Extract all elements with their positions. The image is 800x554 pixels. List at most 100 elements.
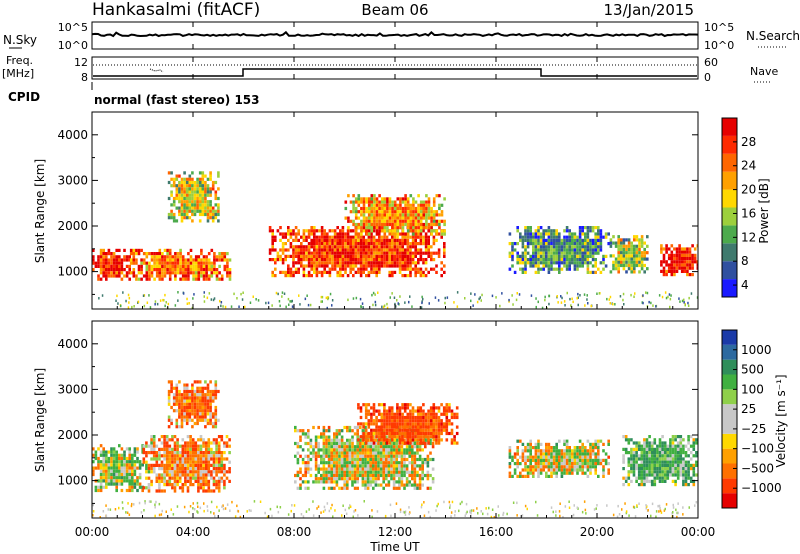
power-near-range-speck bbox=[391, 292, 393, 295]
velocity-cell-3 bbox=[398, 470, 401, 474]
power-cell-2 bbox=[178, 174, 181, 178]
power-cell-4 bbox=[360, 213, 363, 217]
power-near-range-speck bbox=[374, 300, 377, 304]
power-cell-5 bbox=[589, 251, 592, 255]
velocity-cell-1 bbox=[199, 476, 203, 480]
velocity-cell-1 bbox=[176, 451, 179, 455]
velocity-cell-4 bbox=[414, 425, 417, 429]
power-cell-2 bbox=[204, 200, 207, 204]
power-cell-5 bbox=[547, 238, 551, 242]
power-cell-3 bbox=[326, 258, 329, 262]
power-near-range-speck bbox=[278, 300, 281, 303]
power-cell-0 bbox=[112, 271, 116, 275]
velocity-cell-3 bbox=[335, 464, 339, 468]
power-cell-2 bbox=[204, 190, 207, 194]
velocity-cell-3 bbox=[333, 470, 336, 474]
velocity-cell-5 bbox=[519, 462, 522, 466]
velocity-cell-5 bbox=[524, 455, 527, 459]
power-cell-2 bbox=[178, 193, 181, 197]
power-cell-3 bbox=[326, 238, 329, 242]
velocity-cell-4 bbox=[364, 415, 368, 420]
power-cell-3 bbox=[339, 235, 342, 239]
power-near-range-speck bbox=[389, 296, 391, 299]
velocity-cell-1 bbox=[189, 457, 192, 461]
velocity-cell-3 bbox=[351, 435, 354, 439]
velocity-cell-2 bbox=[175, 409, 179, 413]
velocity-cell-1 bbox=[194, 467, 198, 471]
velocity-cell-3 bbox=[395, 438, 398, 442]
velocity-cell-0 bbox=[105, 476, 108, 480]
velocity-cell-5 bbox=[539, 455, 543, 459]
power-cell-3 bbox=[300, 248, 303, 252]
velocity-cell-2 bbox=[183, 412, 186, 416]
velocity-cell-4 bbox=[367, 422, 371, 426]
power-cell-5 bbox=[584, 258, 587, 262]
power-cell-3 bbox=[370, 232, 373, 236]
power-cell-3 bbox=[292, 270, 295, 274]
power-cell-4 bbox=[427, 229, 431, 233]
power-cell-4 bbox=[419, 200, 423, 204]
power-cell-0 bbox=[112, 264, 116, 268]
velocity-cell-2 bbox=[198, 405, 202, 410]
power-cell-3 bbox=[341, 235, 345, 239]
velocity-cell-3 bbox=[335, 467, 339, 471]
power-cell-4 bbox=[391, 200, 394, 204]
power-cell-2 bbox=[206, 200, 210, 204]
velocity-cell-0 bbox=[115, 476, 118, 480]
velocity-cell-3 bbox=[340, 464, 344, 468]
power-cell-3 bbox=[346, 248, 350, 252]
power-cell-3 bbox=[385, 248, 389, 252]
velocity-cell-3 bbox=[366, 467, 370, 471]
power-cell-1 bbox=[129, 271, 133, 275]
power-cell-3 bbox=[336, 248, 339, 252]
velocity-cell-1 bbox=[212, 489, 216, 493]
power-cell-4 bbox=[367, 206, 371, 211]
velocity-cell-3 bbox=[374, 448, 378, 452]
velocity-cell-0 bbox=[102, 479, 105, 483]
velocity-cell-1 bbox=[202, 479, 205, 483]
velocity-cell-4 bbox=[432, 419, 436, 423]
power-cell-6 bbox=[617, 263, 620, 268]
power-cell-3 bbox=[370, 258, 373, 262]
velocity-cell-5 bbox=[555, 471, 558, 475]
power-cell-1 bbox=[210, 268, 214, 272]
power-cell-2 bbox=[191, 190, 194, 194]
power-cell-5 bbox=[586, 267, 590, 271]
velocity-cell-1 bbox=[228, 460, 231, 464]
power-cell-1 bbox=[150, 264, 154, 268]
velocity-cell-5 bbox=[513, 452, 517, 456]
velocity-cell-3 bbox=[385, 454, 388, 458]
power-cell-4 bbox=[425, 206, 428, 211]
velocity-cell-2 bbox=[175, 402, 179, 406]
power-cell-1 bbox=[179, 271, 182, 275]
velocity-cell-3 bbox=[374, 454, 378, 458]
velocity-cell-4 bbox=[448, 409, 451, 413]
velocity-cell-3 bbox=[353, 464, 357, 468]
velocity-cell-1 bbox=[168, 447, 172, 451]
power-near-range-speck bbox=[210, 298, 213, 301]
velocity-cell-4 bbox=[377, 412, 381, 416]
velocity-cell-5 bbox=[573, 458, 577, 462]
velocity-cell-4 bbox=[372, 412, 376, 416]
velocity-cell-3 bbox=[359, 461, 362, 465]
velocity-cell-2 bbox=[196, 409, 199, 413]
velocity-cell-5 bbox=[516, 458, 519, 462]
velocity-cell-3 bbox=[346, 480, 349, 484]
velocity-cell-1 bbox=[225, 441, 229, 445]
power-cell-4 bbox=[365, 206, 368, 211]
power-cell-3 bbox=[378, 238, 381, 242]
power-cell-3 bbox=[341, 238, 345, 242]
velocity-cell-4 bbox=[424, 435, 428, 439]
velocity-cell-0 bbox=[131, 453, 134, 457]
velocity-cell-1 bbox=[189, 447, 192, 451]
power-cell-3 bbox=[367, 254, 371, 258]
power-cell-6 bbox=[625, 270, 628, 274]
power-cell-1 bbox=[189, 248, 193, 252]
power-cell-3 bbox=[339, 245, 342, 249]
power-cell-2 bbox=[172, 184, 176, 188]
velocity-cell-5 bbox=[550, 465, 553, 469]
power-cell-2 bbox=[214, 203, 218, 207]
power-cell-4 bbox=[396, 222, 400, 227]
velocity-cell-3 bbox=[353, 470, 357, 474]
velocity-cell-4 bbox=[427, 431, 430, 436]
